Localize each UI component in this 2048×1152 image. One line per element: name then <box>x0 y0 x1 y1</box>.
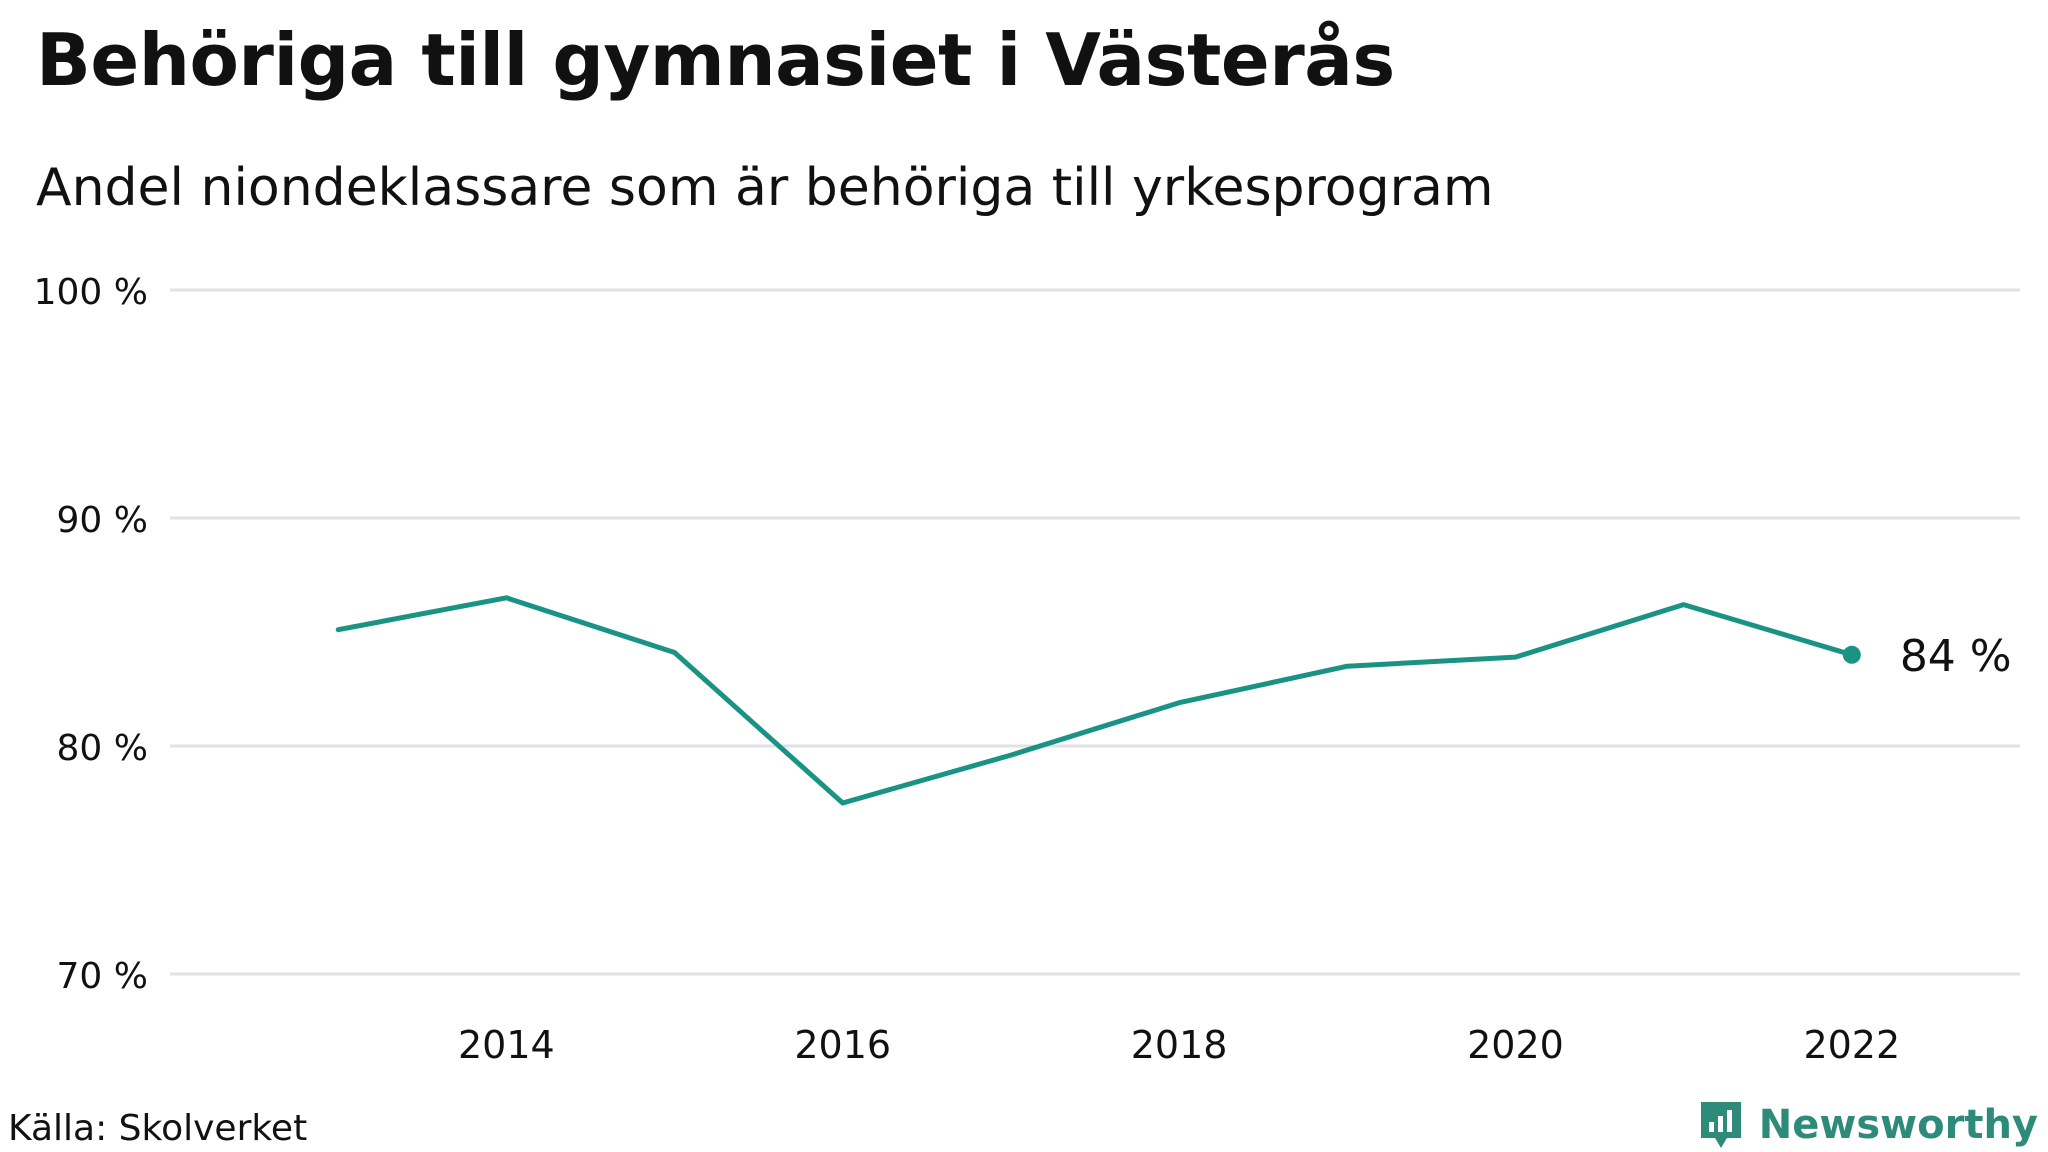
source-note: Källa: Skolverket <box>8 1108 308 1149</box>
y-tick-label: 70 % <box>57 956 148 997</box>
end-value-label: 84 % <box>1900 631 2012 682</box>
y-axis-ticks: 70 % 80 % 90 % 100 % <box>34 272 148 997</box>
series-line <box>335 595 1855 806</box>
x-axis-ticks: 2014 2016 2018 2020 2022 <box>458 1023 1900 1067</box>
x-tick-label: 2014 <box>458 1023 555 1067</box>
series-layer: 84 % <box>335 595 2012 806</box>
newsworthy-logo-icon <box>1700 1102 1741 1148</box>
brand-logo: Newsworthy <box>1697 1098 2038 1152</box>
chart-subtitle: Andel niondeklassare som är behöriga til… <box>36 158 1494 218</box>
y-tick-label: 100 % <box>34 272 148 313</box>
y-tick-label: 90 % <box>57 500 148 541</box>
x-tick-label: 2022 <box>1803 1023 1900 1067</box>
chart-title: Behöriga till gymnasiet i Västerås <box>36 18 1395 102</box>
x-tick-label: 2016 <box>794 1023 891 1067</box>
y-tick-label: 80 % <box>57 728 148 769</box>
grid-lines <box>170 288 2020 976</box>
x-tick-label: 2018 <box>1131 1023 1228 1067</box>
end-point-marker <box>1842 645 1861 664</box>
brand-name: Newsworthy <box>1758 1102 2038 1148</box>
x-tick-label: 2020 <box>1467 1023 1564 1067</box>
